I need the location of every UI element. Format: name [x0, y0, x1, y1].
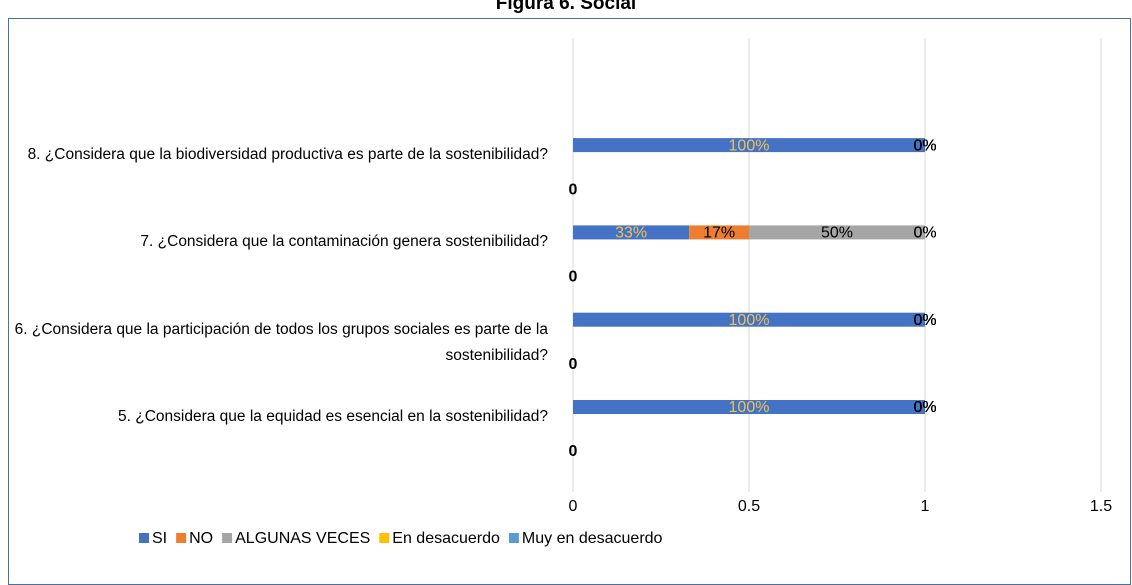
- x-tick-label: 0: [569, 498, 578, 515]
- data-label: 0%: [913, 137, 936, 154]
- x-tick-label: 1.5: [1090, 498, 1112, 515]
- bar-segment: [749, 225, 925, 240]
- data-label: 100%: [729, 399, 770, 416]
- bar-segment: [689, 225, 749, 240]
- data-label: 0: [569, 443, 578, 460]
- data-label: 100%: [729, 312, 770, 329]
- data-label: 0%: [913, 399, 936, 416]
- bar-segment: [573, 138, 925, 153]
- category-label: 8. ¿Considera que la biodiversidad produ…: [27, 146, 548, 164]
- data-label: 0: [569, 356, 578, 373]
- data-label: 0%: [913, 399, 936, 416]
- bar-segment: [573, 225, 690, 240]
- legend-swatch: [508, 533, 519, 543]
- data-label: 0%: [913, 137, 936, 154]
- data-label: 0%: [913, 312, 936, 329]
- data-label: 0%: [913, 225, 936, 242]
- x-tick-label: 0.5: [738, 498, 760, 515]
- category-label: 6. ¿Considera que la participación de to…: [14, 320, 548, 364]
- data-label: 0%: [913, 399, 936, 416]
- data-label: 17%: [703, 225, 735, 242]
- data-label: 50%: [821, 225, 853, 242]
- legend-swatch: [176, 533, 187, 543]
- data-label: 0: [569, 181, 578, 198]
- x-tick-label: 1: [921, 498, 930, 515]
- legend-label: NO: [189, 530, 213, 547]
- legend-swatch: [222, 533, 233, 543]
- data-label: 100%: [729, 137, 770, 154]
- data-label: 33%: [615, 225, 647, 242]
- data-label: 0: [569, 269, 578, 286]
- bar-segment: [573, 312, 925, 327]
- data-label: 0%: [913, 399, 936, 416]
- category-label: 5. ¿Considera que la equidad es esencial…: [118, 408, 548, 425]
- chart-border: [8, 18, 1131, 585]
- data-label: 0%: [913, 137, 936, 154]
- legend-swatch: [139, 533, 149, 543]
- bar-segment: [573, 400, 925, 414]
- data-label: 0%: [913, 312, 936, 329]
- data-label: 0%: [913, 312, 936, 329]
- legend-label: SI: [152, 530, 167, 547]
- legend-label: Muy en desacuerdo: [522, 530, 663, 547]
- category-label: 7. ¿Considera que la contaminación gener…: [140, 233, 548, 251]
- chart-title: Figura 6. Social: [496, 0, 636, 14]
- legend-swatch: [379, 533, 390, 543]
- legend-label: En desacuerdo: [392, 530, 500, 547]
- legend-label: ALGUNAS VECES: [235, 530, 370, 547]
- data-label: 0%: [913, 225, 936, 242]
- data-label: 0%: [913, 137, 936, 154]
- data-label: 0%: [913, 312, 936, 329]
